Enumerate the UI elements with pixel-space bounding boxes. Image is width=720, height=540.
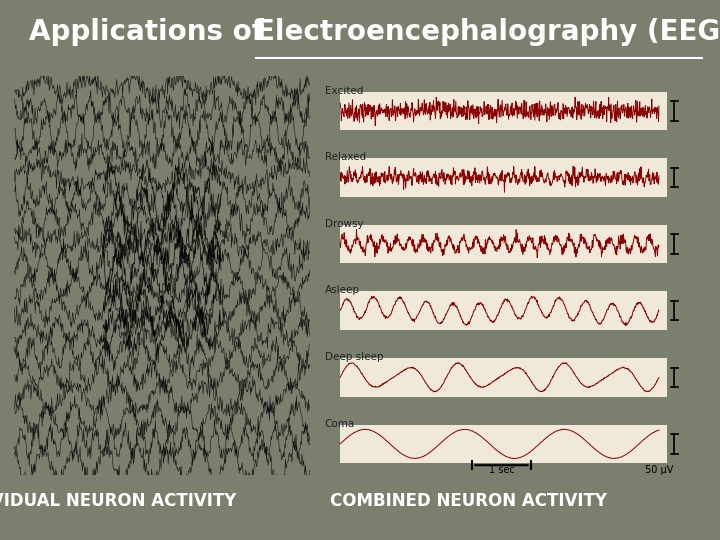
FancyBboxPatch shape — [340, 292, 667, 330]
FancyBboxPatch shape — [340, 158, 667, 197]
FancyBboxPatch shape — [340, 92, 667, 130]
Text: 50 µV: 50 µV — [644, 465, 673, 475]
Text: Coma: Coma — [325, 418, 355, 429]
Text: COMBINED NEURON ACTIVITY: COMBINED NEURON ACTIVITY — [330, 492, 606, 510]
FancyBboxPatch shape — [340, 424, 667, 463]
Text: Relaxed: Relaxed — [325, 152, 366, 162]
Text: Applications of: Applications of — [29, 18, 274, 46]
FancyBboxPatch shape — [340, 358, 667, 396]
FancyBboxPatch shape — [340, 225, 667, 264]
Text: Asleep: Asleep — [325, 286, 359, 295]
Text: 1 sec: 1 sec — [489, 465, 514, 475]
Text: Electroencephalography (EEG): Electroencephalography (EEG) — [256, 18, 720, 46]
Text: INDIVIDUAL NEURON ACTIVITY: INDIVIDUAL NEURON ACTIVITY — [0, 492, 236, 510]
Text: Deep sleep: Deep sleep — [325, 352, 383, 362]
Text: Drowsy: Drowsy — [325, 219, 363, 229]
Text: Excited: Excited — [325, 85, 363, 96]
